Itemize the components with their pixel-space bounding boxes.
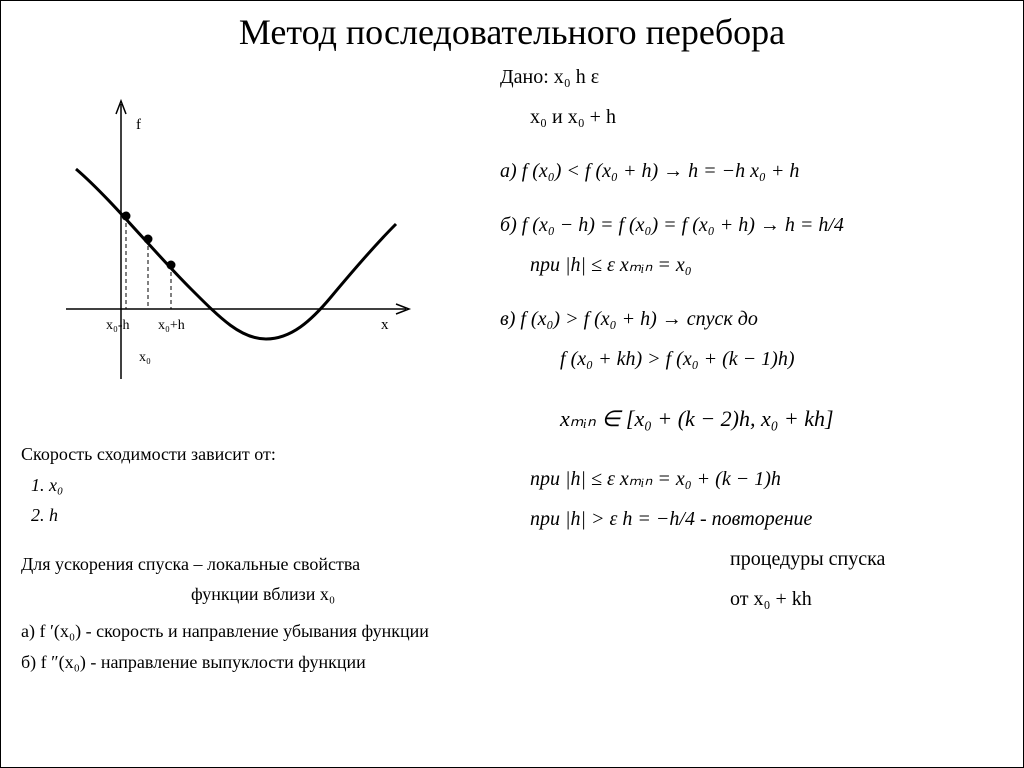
case-a: а) f (x₀) < f (x₀ + h) → h = −h x₀ + h (500, 153, 1003, 189)
left-column: f x x₀-h x₀+h x₀ Скорость сходимости зав… (21, 59, 500, 677)
svg-text:f: f (136, 117, 141, 133)
cond-d4: от x₀ + kh (730, 581, 1003, 617)
cond-d2: при |h| > ε h = −h/4 - повторение (530, 501, 1003, 537)
accel-line-1: Для ускорения спуска – локальные свойств… (21, 549, 500, 580)
case-b2: при |h| ≤ ε xₘᵢₙ = x₀ (530, 247, 1003, 283)
content-area: f x x₀-h x₀+h x₀ Скорость сходимости зав… (1, 59, 1023, 677)
conv-item-1: 1. x₀ (31, 470, 500, 501)
convergence-title: Скорость сходимости зависит от: (21, 439, 500, 470)
cond-d3: процедуры спуска (730, 541, 1003, 577)
svg-text:x₀+h: x₀+h (158, 318, 185, 333)
note-b: б) f ″(x₀) - направление выпуклости функ… (21, 647, 500, 678)
svg-text:x₀-h: x₀-h (106, 318, 130, 333)
accel-line-2: функции вблизи x₀ (191, 579, 500, 610)
given-line: Дано: x₀ h ε (500, 59, 1003, 95)
svg-text:x₀: x₀ (139, 350, 151, 365)
interval-line: xₘᵢₙ ∈ [x₀ + (k − 2)h, x₀ + kh] (560, 399, 1003, 439)
case-c2: f (x₀ + kh) > f (x₀ + (k − 1)h) (560, 341, 1003, 377)
note-a: а) f ′(x₀) - скорость и направление убыв… (21, 616, 500, 647)
svg-text:x: x (381, 317, 389, 333)
right-column: Дано: x₀ h ε x₀ и x₀ + h а) f (x₀) < f (… (500, 59, 1003, 677)
case-b1: б) f (x₀ − h) = f (x₀) = f (x₀ + h) → h … (500, 207, 1003, 243)
cond-d1: при |h| ≤ ε xₘᵢₙ = x₀ + (k − 1)h (530, 461, 1003, 497)
case-c1: в) f (x₀) > f (x₀ + h) → спуск до (500, 301, 1003, 337)
given-line-2: x₀ и x₀ + h (530, 99, 1003, 135)
left-text-block: Скорость сходимости зависит от: 1. x₀ 2.… (21, 439, 500, 677)
function-graph: f x x₀-h x₀+h x₀ (51, 89, 500, 404)
page-title: Метод последовательного перебора (1, 1, 1023, 59)
conv-item-2: 2. h (31, 500, 500, 531)
